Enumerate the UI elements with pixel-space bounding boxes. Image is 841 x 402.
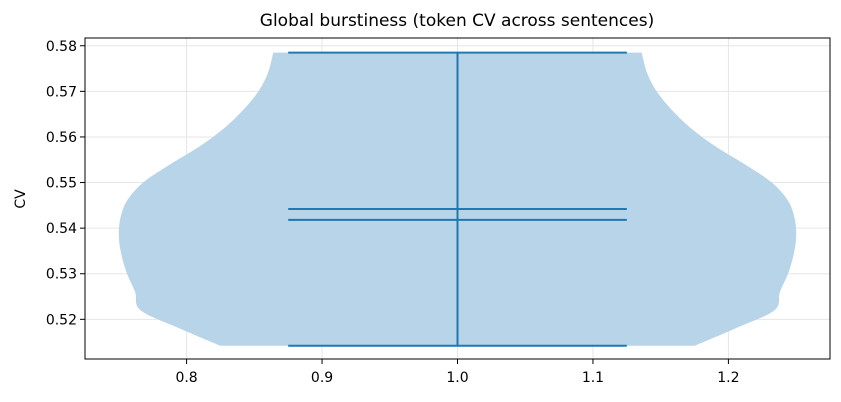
y-tick-label: 0.53 — [46, 267, 77, 283]
x-tick-label: 1.2 — [717, 370, 739, 386]
x-tick-label: 0.9 — [311, 370, 333, 386]
x-tick-label: 1.0 — [446, 370, 468, 386]
y-tick-label: 0.54 — [46, 221, 77, 237]
x-tick-label: 1.1 — [582, 370, 604, 386]
y-tick-label: 0.56 — [46, 130, 77, 146]
y-tick-label: 0.52 — [46, 312, 77, 328]
x-tick-label: 0.8 — [175, 370, 197, 386]
y-tick-label: 0.58 — [46, 39, 77, 55]
y-axis-ticks: 0.52 0.53 0.54 0.55 0.56 0.57 0.58 — [46, 39, 85, 328]
chart-title: Global burstiness (token CV across sente… — [260, 11, 654, 31]
y-tick-label: 0.57 — [46, 84, 77, 100]
violin-stat-lines — [288, 51, 627, 347]
y-tick-label: 0.55 — [46, 176, 77, 192]
x-axis-ticks: 0.8 0.9 1.0 1.1 1.2 — [175, 359, 740, 386]
y-axis-label: CV — [13, 189, 29, 209]
